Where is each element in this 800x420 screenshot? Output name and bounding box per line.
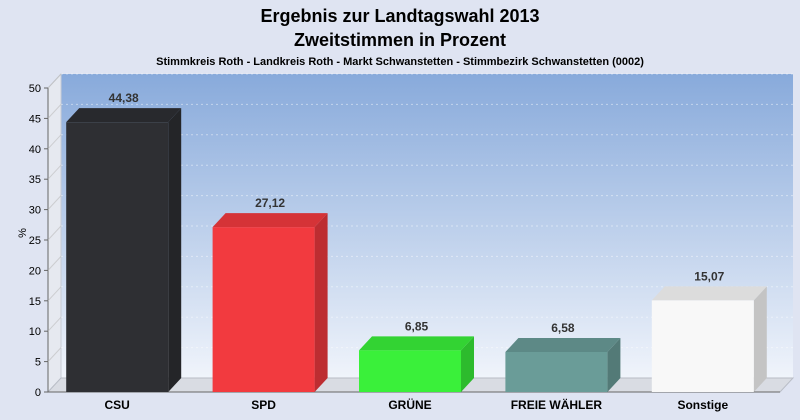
bar xyxy=(212,227,315,392)
x-tick-label: FREIE WÄHLER xyxy=(511,397,603,412)
y-tick-label: 40 xyxy=(29,144,41,156)
y-tick-label: 25 xyxy=(29,235,41,247)
bar xyxy=(505,351,608,392)
y-tick-label: 50 xyxy=(29,83,41,95)
bar xyxy=(66,122,169,392)
grid-line-side xyxy=(47,347,62,362)
data-label: 15,07 xyxy=(694,269,724,283)
bars xyxy=(66,108,767,392)
grid-line-side xyxy=(47,256,62,271)
y-tick-label: 5 xyxy=(35,357,41,369)
y-tick-label: 10 xyxy=(29,326,41,338)
y-axis-ticks: 0 5 10 15 20 25 30 35 40 45 50 xyxy=(29,83,48,399)
chart-caption: Stimmkreis Roth - Landkreis Roth - Markt… xyxy=(156,56,644,68)
grid-line-side xyxy=(47,286,62,302)
grid-line-side xyxy=(47,316,62,332)
chart-title: Ergebnis zur Landtagswahl 2013 xyxy=(260,6,539,26)
grid-line-side xyxy=(47,134,62,150)
grid-line-side xyxy=(47,104,62,119)
x-tick-label: SPD xyxy=(251,398,276,412)
bar-side-face xyxy=(607,337,621,392)
bar-top-face xyxy=(651,286,767,301)
grid-line-side xyxy=(47,225,62,241)
grid-line-side xyxy=(47,164,62,180)
grid-line-side xyxy=(47,73,62,89)
y-tick-label: 20 xyxy=(29,265,41,277)
x-tick-label: GRÜNE xyxy=(388,397,431,412)
y-axis-label: % xyxy=(17,228,29,238)
bar-top-face xyxy=(212,213,328,228)
y-tick-label: 30 xyxy=(29,205,41,217)
bar xyxy=(651,300,754,392)
y-tick-label: 45 xyxy=(29,113,41,125)
bar-side-face xyxy=(314,213,328,392)
bar-side-face xyxy=(461,336,474,392)
data-label: 27,12 xyxy=(255,196,285,210)
bar-top-face xyxy=(66,108,182,123)
bar-side-face xyxy=(753,286,767,392)
y-tick-label: 0 xyxy=(35,387,41,399)
x-tick-label: CSU xyxy=(105,398,130,412)
bar-top-face xyxy=(505,337,621,352)
data-label: 44,38 xyxy=(109,91,139,105)
data-label: 6,58 xyxy=(551,321,575,335)
y-tick-label: 35 xyxy=(29,174,41,186)
data-label: 6,85 xyxy=(405,319,429,333)
chart-subtitle: Zweitstimmen in Prozent xyxy=(294,30,506,50)
labels: 44,38 CSU 27,12 SPD 6,85 GRÜNE 6,58 FREIE WÄHLE… xyxy=(105,91,729,412)
x-tick-label: Sonstige xyxy=(677,398,728,412)
bar-top-face xyxy=(359,336,474,351)
grid-line-side xyxy=(47,195,62,210)
y-tick-label: 15 xyxy=(29,296,41,308)
bar-side-face xyxy=(168,108,182,392)
bar xyxy=(359,350,461,392)
